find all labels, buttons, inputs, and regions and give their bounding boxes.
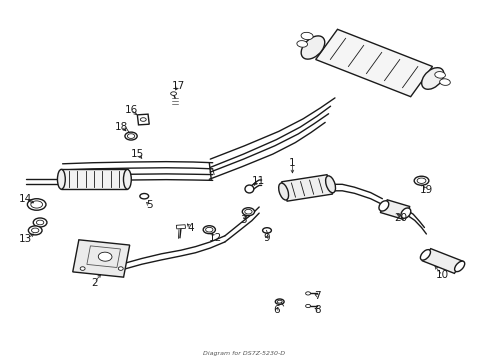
Ellipse shape <box>421 68 443 89</box>
Text: 9: 9 <box>263 233 269 243</box>
Text: 6: 6 <box>272 305 279 315</box>
Text: 7: 7 <box>314 291 321 301</box>
Bar <box>176 225 185 229</box>
Text: 12: 12 <box>208 233 222 243</box>
Text: Diagram for DS7Z-5230-D: Diagram for DS7Z-5230-D <box>203 351 285 356</box>
Ellipse shape <box>127 134 134 139</box>
Ellipse shape <box>58 170 65 189</box>
Text: 19: 19 <box>419 185 432 195</box>
Ellipse shape <box>305 292 310 295</box>
Ellipse shape <box>439 79 449 85</box>
Ellipse shape <box>80 267 85 270</box>
Text: 8: 8 <box>314 305 321 315</box>
Ellipse shape <box>325 176 335 193</box>
Text: 20: 20 <box>394 213 407 223</box>
Ellipse shape <box>378 201 388 211</box>
Text: 14: 14 <box>19 194 32 204</box>
Bar <box>421 249 462 273</box>
Ellipse shape <box>242 208 254 216</box>
Bar <box>87 246 120 267</box>
Ellipse shape <box>278 183 288 200</box>
Ellipse shape <box>118 267 123 270</box>
Ellipse shape <box>33 218 47 227</box>
Ellipse shape <box>205 228 212 232</box>
Text: 17: 17 <box>171 81 185 91</box>
Text: 15: 15 <box>131 149 144 159</box>
Ellipse shape <box>140 194 148 199</box>
Bar <box>61 170 127 189</box>
Ellipse shape <box>277 300 282 303</box>
Ellipse shape <box>416 178 425 184</box>
Ellipse shape <box>27 199 46 210</box>
Ellipse shape <box>123 170 131 189</box>
Text: 2: 2 <box>91 278 98 288</box>
Ellipse shape <box>275 299 284 305</box>
Text: 16: 16 <box>124 105 138 115</box>
Ellipse shape <box>454 261 464 272</box>
Ellipse shape <box>262 228 271 233</box>
Ellipse shape <box>434 72 445 78</box>
Text: 5: 5 <box>145 200 152 210</box>
Bar <box>315 29 431 97</box>
Text: 18: 18 <box>114 122 128 132</box>
Ellipse shape <box>31 201 42 208</box>
Text: 13: 13 <box>19 234 32 244</box>
Ellipse shape <box>203 226 215 234</box>
Text: 1: 1 <box>288 158 295 168</box>
Bar <box>380 200 409 219</box>
Ellipse shape <box>420 249 429 260</box>
Ellipse shape <box>31 228 39 233</box>
Ellipse shape <box>413 176 428 185</box>
Ellipse shape <box>301 32 312 40</box>
Ellipse shape <box>170 92 176 95</box>
Bar <box>137 114 149 125</box>
Text: 4: 4 <box>187 222 194 233</box>
Ellipse shape <box>244 185 253 193</box>
Text: 11: 11 <box>251 176 264 186</box>
Ellipse shape <box>400 208 410 218</box>
Text: 10: 10 <box>435 270 448 280</box>
Ellipse shape <box>244 210 252 214</box>
Ellipse shape <box>28 226 42 235</box>
Ellipse shape <box>301 36 324 59</box>
Bar <box>73 240 129 277</box>
Ellipse shape <box>140 118 146 121</box>
Ellipse shape <box>125 132 137 140</box>
Bar <box>281 175 332 201</box>
Ellipse shape <box>305 305 310 307</box>
Ellipse shape <box>296 41 307 47</box>
Ellipse shape <box>98 252 112 261</box>
Ellipse shape <box>36 220 44 225</box>
Text: 3: 3 <box>239 215 246 225</box>
